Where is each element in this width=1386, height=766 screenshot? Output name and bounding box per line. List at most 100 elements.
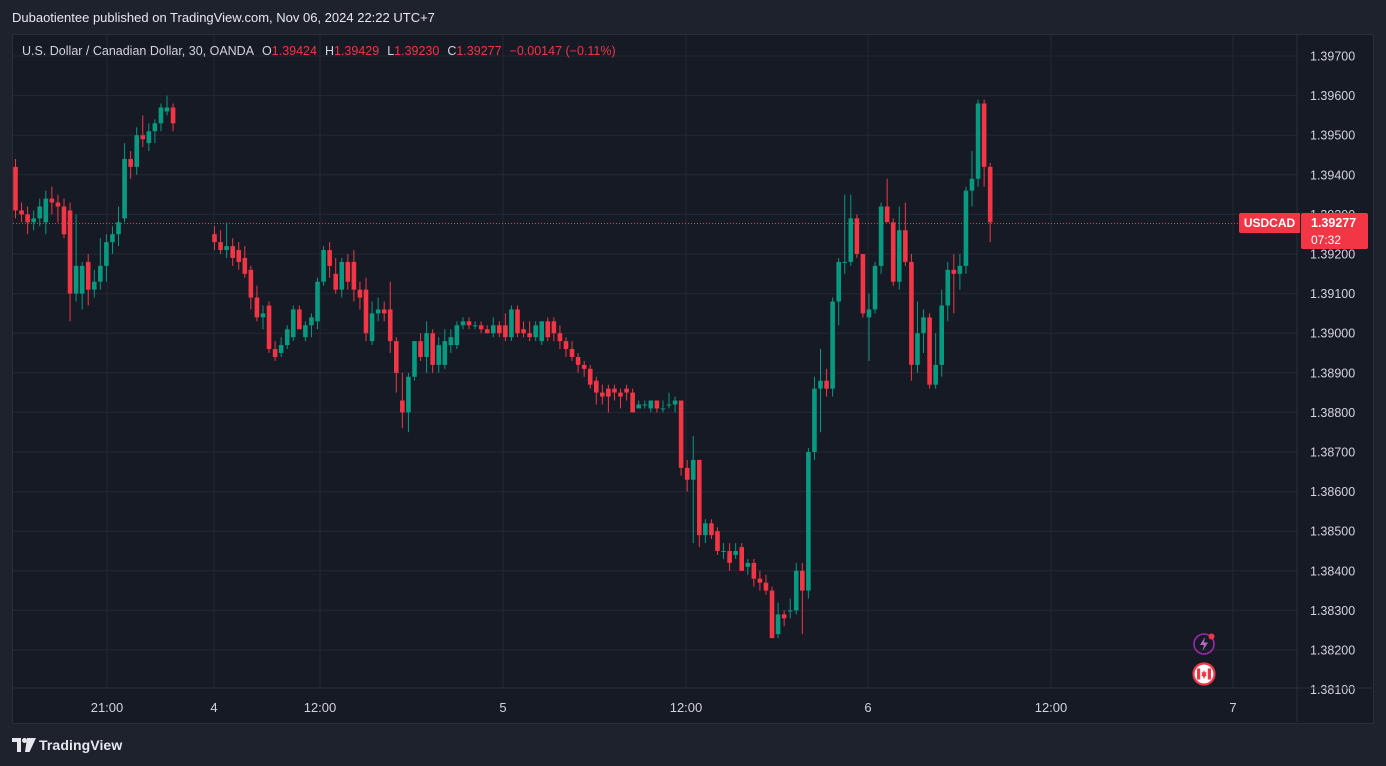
candle-body [73, 265, 79, 294]
candle-body [272, 349, 278, 357]
candle-body [854, 218, 860, 254]
candle-body [636, 404, 641, 409]
candle-body [357, 289, 363, 298]
candle-body [152, 123, 158, 132]
price-tick-label: 1.39700 [1310, 50, 1355, 64]
candle-body [327, 250, 332, 266]
candle-body [266, 305, 272, 350]
candle-body [860, 254, 866, 314]
candle-body [460, 321, 466, 326]
price-tick-label: 1.39200 [1310, 248, 1355, 262]
price-axis[interactable]: 1.397001.396001.395001.394001.393001.392… [1296, 35, 1355, 722]
candle-body [600, 392, 605, 397]
low-label: L [387, 44, 395, 58]
candle-body [297, 309, 302, 330]
candle-body [515, 309, 520, 334]
candle-body [581, 364, 587, 369]
time-tick-label: 5 [499, 700, 506, 715]
candle-body [666, 404, 672, 406]
time-tick-label: 12:00 [670, 700, 703, 715]
candle-body [866, 309, 872, 318]
candle-body [43, 198, 49, 223]
candle-body [85, 261, 91, 290]
candle-body [878, 206, 884, 266]
candle-body [557, 333, 563, 342]
time-tick-label: 21:00 [91, 700, 124, 715]
candle-body [158, 107, 164, 124]
time-tick-label: 12:00 [304, 700, 337, 715]
candle-body [478, 325, 484, 330]
candle-body [315, 281, 320, 322]
candle-body [497, 325, 502, 334]
candle-body [836, 261, 841, 302]
close-label: C [447, 44, 457, 58]
time-tick-label: 12:00 [1035, 700, 1068, 715]
candle-body [606, 388, 611, 397]
candle-body [872, 265, 878, 310]
last-price-value: 1.39277 [1311, 216, 1357, 230]
candle-body [757, 578, 763, 583]
chart-pane[interactable] [12, 34, 1374, 724]
candle-body [400, 400, 405, 413]
candle-body [545, 321, 551, 338]
price-tick-label: 1.39400 [1310, 168, 1355, 182]
candle-body [110, 234, 115, 243]
candle-body [122, 158, 127, 219]
candle-body [61, 206, 67, 235]
time-tick-label: 7 [1229, 700, 1236, 715]
candle-body [412, 341, 417, 377]
candle-body [242, 257, 248, 274]
candle-body [727, 551, 732, 563]
candle-body [775, 614, 781, 635]
candle-body [454, 325, 460, 346]
time-axis[interactable]: 21:00 4 12:00 5 12:00 6 12:00 7 [13, 687, 1373, 715]
candle-body [618, 392, 623, 397]
candle-body [981, 103, 987, 167]
chart-legend: U.S. Dollar / Canadian Dollar, 30, OANDA… [22, 44, 616, 58]
candle-body [569, 349, 575, 357]
candle-body [164, 107, 170, 112]
price-tick-label: 1.38700 [1310, 446, 1355, 460]
candle-body [375, 309, 381, 314]
candle-body [146, 131, 152, 144]
candle-body [212, 234, 217, 243]
candle-body [969, 178, 975, 191]
candle-body [309, 317, 314, 326]
publish-header: Dubaotientee published on TradingView.co… [0, 0, 1386, 34]
lightning-event-icon[interactable] [1192, 632, 1216, 656]
price-tick-label: 1.38400 [1310, 564, 1355, 578]
candle-body [563, 341, 569, 350]
candle-body [812, 388, 817, 452]
candle-body [642, 404, 648, 406]
candle-body [733, 551, 738, 555]
candle-body [933, 364, 938, 385]
candle-body [763, 582, 769, 591]
candle-body [721, 551, 726, 552]
candle-body [79, 265, 85, 294]
candle-body [37, 206, 43, 219]
candle-body [551, 321, 557, 334]
candle-body [490, 325, 496, 334]
candle-body [527, 333, 532, 338]
candle-body [91, 281, 97, 290]
price-tick-label: 1.38800 [1310, 406, 1355, 420]
candle-body [921, 317, 926, 334]
candle-body [751, 562, 757, 579]
candle-body [278, 345, 284, 353]
candle-body [800, 570, 805, 591]
candle-body [98, 265, 103, 282]
candle-body [290, 309, 296, 338]
candle-body [957, 265, 963, 274]
tradingview-logo-icon [12, 738, 36, 752]
candle-body [769, 590, 775, 639]
candle-body [715, 531, 720, 551]
candle-body [321, 250, 326, 282]
publisher-line: Dubaotientee published on TradingView.co… [12, 10, 435, 25]
canada-flag-icon[interactable] [1192, 662, 1216, 686]
chart-grid [13, 35, 1297, 688]
candle-body [575, 356, 581, 365]
price-tick-label: 1.38200 [1310, 644, 1355, 658]
price-tick-label: 1.38900 [1310, 366, 1355, 380]
candle-body [890, 222, 896, 282]
